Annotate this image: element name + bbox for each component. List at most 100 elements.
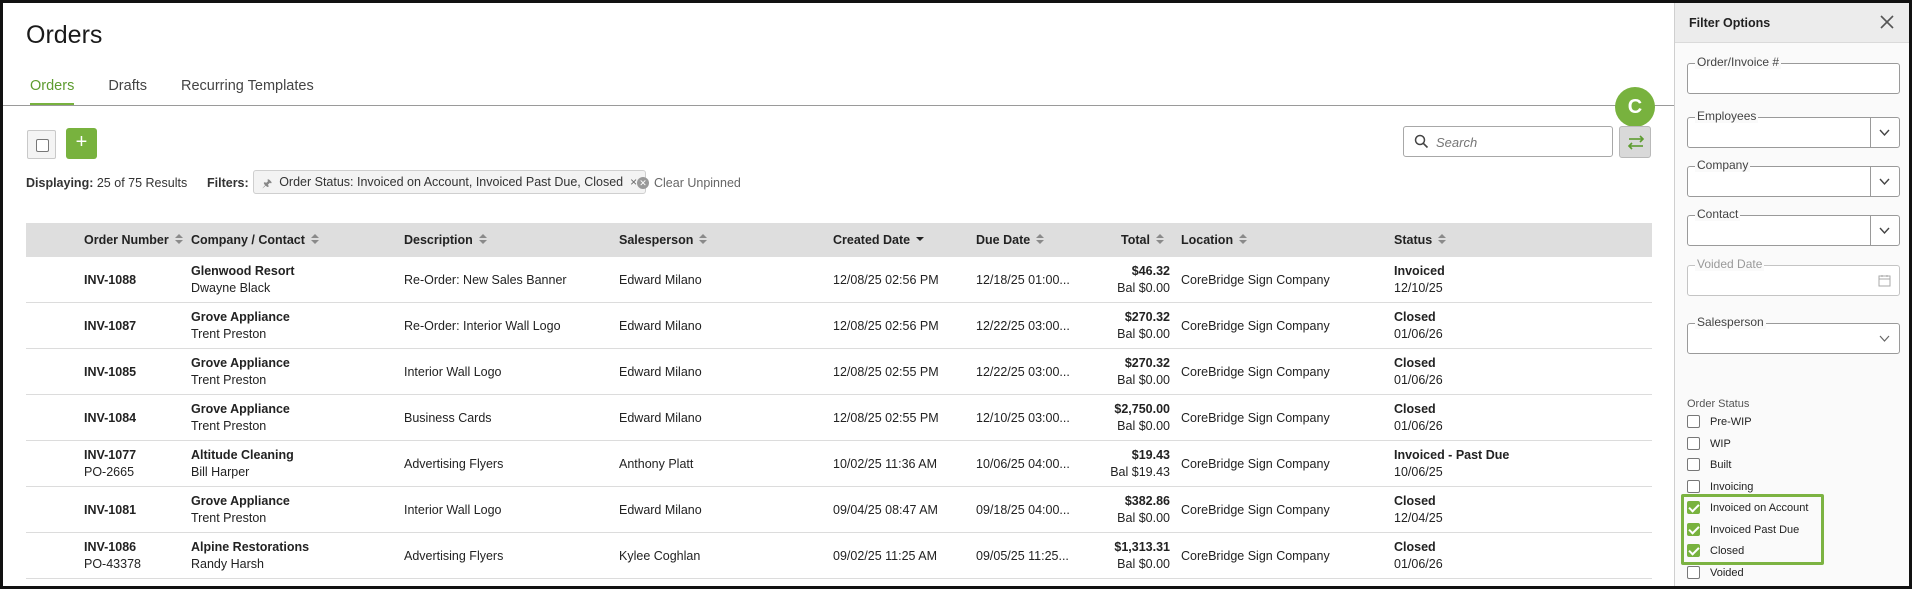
- filter-chip-label: Order Status: Invoiced on Account, Invoi…: [279, 175, 624, 189]
- due-date: 12/22/25 03:00...: [976, 319, 1070, 333]
- order-number: INV-1088: [84, 273, 137, 287]
- status: Closed: [1394, 310, 1436, 324]
- clear-unpinned-button[interactable]: ✕ Clear Unpinned: [637, 176, 741, 190]
- company-select[interactable]: Company: [1687, 158, 1900, 197]
- table-row[interactable]: INV-1085 Grove Appliance Trent Preston Inte…: [26, 349, 1652, 395]
- created-date: 12/08/25 02:55 PM: [833, 365, 939, 379]
- order-status-label: Invoicing: [1710, 480, 1754, 493]
- checkbox-icon[interactable]: [1687, 480, 1700, 493]
- checkbox-checked-icon[interactable]: [1687, 501, 1700, 514]
- order-status-option[interactable]: Invoiced on Account: [1687, 501, 1808, 514]
- order-status-option[interactable]: Closed: [1687, 544, 1744, 557]
- description: Advertising Flyers: [404, 457, 504, 471]
- order-status-label: Built: [1710, 458, 1732, 471]
- tab-recurring-templates[interactable]: Recurring Templates: [181, 78, 314, 94]
- status-date: 10/06/25: [1394, 465, 1443, 479]
- created-date: 10/02/25 11:36 AM: [833, 457, 938, 471]
- chevron-down-icon[interactable]: [1879, 176, 1890, 187]
- checkbox-icon[interactable]: [1687, 415, 1700, 428]
- table-row[interactable]: INV-1084 Grove Appliance Trent Preston Busi…: [26, 395, 1652, 441]
- search-input-wrapper[interactable]: [1403, 126, 1613, 157]
- close-icon[interactable]: [1879, 14, 1895, 30]
- order-status-option[interactable]: Built: [1687, 458, 1731, 471]
- column-company-contact[interactable]: Company / Contact: [191, 233, 319, 247]
- sort-icon: [699, 234, 708, 245]
- due-date: 12/22/25 03:00...: [976, 365, 1070, 379]
- column-total[interactable]: Total: [1121, 233, 1164, 247]
- chevron-down-icon[interactable]: [1879, 127, 1890, 138]
- clear-unpinned-label: Clear Unpinned: [654, 176, 741, 190]
- column-due-date[interactable]: Due Date: [976, 233, 1045, 247]
- table-row[interactable]: INV-1077 PO-2665 Altitude Cleaning Bill Har…: [26, 441, 1652, 487]
- salesperson: Edward Milano: [619, 503, 702, 517]
- created-date: 09/04/25 08:47 AM: [833, 503, 938, 517]
- salesperson-select[interactable]: Salesperson: [1687, 315, 1900, 354]
- search-input[interactable]: [1436, 132, 1606, 152]
- balance-amount: Bal $0.00: [1117, 327, 1170, 341]
- balance-amount: Bal $0.00: [1117, 281, 1170, 295]
- chip-remove-icon[interactable]: ×: [630, 175, 638, 189]
- order-invoice-field[interactable]: Order/Invoice #: [1687, 55, 1900, 94]
- step-badge: C: [1615, 87, 1655, 127]
- order-status-option[interactable]: Invoicing: [1687, 480, 1753, 493]
- checkbox-icon[interactable]: [1687, 437, 1700, 450]
- order-status-option[interactable]: Voided: [1687, 566, 1744, 579]
- chevron-down-icon[interactable]: [1879, 225, 1890, 236]
- description: Advertising Flyers: [404, 549, 504, 563]
- filter-chip-order-status[interactable]: 🖈︎ Order Status: Invoiced on Account, In…: [253, 170, 647, 194]
- select-all-checkbox[interactable]: [27, 130, 56, 159]
- status-date: 12/10/25: [1394, 281, 1443, 295]
- salesperson: Edward Milano: [619, 365, 702, 379]
- table-row[interactable]: INV-1081 Grove Appliance Trent Preston Inte…: [26, 487, 1652, 533]
- checkbox-checked-icon[interactable]: [1687, 544, 1700, 557]
- tab-orders[interactable]: Orders: [30, 78, 75, 106]
- contact-name: Trent Preston: [191, 511, 267, 525]
- contact-label: Contact: [1695, 207, 1741, 221]
- pin-icon[interactable]: 🖈︎: [262, 178, 273, 190]
- table-row[interactable]: INV-1086 PO-43378 Alpine Restorations Randy…: [26, 533, 1652, 579]
- created-date: 12/08/25 02:56 PM: [833, 319, 939, 333]
- checkbox-checked-icon[interactable]: [1687, 523, 1700, 536]
- column-salesperson[interactable]: Salesperson: [619, 233, 708, 247]
- table-row[interactable]: INV-1088 Glenwood Resort Dwayne Black Re-Or…: [26, 257, 1652, 303]
- filter-toggle-button[interactable]: [1619, 126, 1651, 158]
- order-status-option[interactable]: Invoiced Past Due: [1687, 523, 1799, 536]
- sort-icon: [1239, 234, 1248, 245]
- column-description[interactable]: Description: [404, 233, 487, 247]
- company-name: Alpine Restorations: [191, 540, 310, 554]
- add-order-button[interactable]: +: [66, 128, 97, 159]
- column-location[interactable]: Location: [1181, 233, 1248, 247]
- company-label: Company: [1695, 158, 1751, 172]
- status-date: 12/04/25: [1394, 511, 1443, 525]
- table-row[interactable]: INV-1087 Grove Appliance Trent Preston Re-O…: [26, 303, 1652, 349]
- divider: [1870, 216, 1871, 245]
- order-status-label: Pre-WIP: [1710, 415, 1752, 428]
- company-name: Grove Appliance: [191, 402, 290, 416]
- checkbox-icon[interactable]: [1687, 566, 1700, 579]
- filters-label: Filters:: [207, 176, 249, 190]
- balance-amount: Bal $0.00: [1117, 419, 1170, 433]
- voided-date-field[interactable]: Voided Date: [1687, 257, 1900, 296]
- total-amount: $46.32: [1131, 264, 1170, 278]
- tab-bar: Orders Drafts Recurring Templates: [30, 78, 348, 106]
- orders-table: Order Number Company / Contact Descripti…: [26, 223, 1652, 579]
- checkbox-icon[interactable]: [1687, 458, 1700, 471]
- sort-icon: [1155, 234, 1164, 245]
- status-date: 01/06/26: [1394, 557, 1443, 571]
- chevron-down-icon[interactable]: [1879, 333, 1890, 344]
- column-order-number[interactable]: Order Number: [84, 233, 183, 247]
- status: Closed: [1394, 356, 1436, 370]
- salesperson: Edward Milano: [619, 411, 702, 425]
- order-status-option[interactable]: WIP: [1687, 437, 1731, 450]
- order-status-option[interactable]: Pre-WIP: [1687, 415, 1752, 428]
- status: Closed: [1394, 494, 1436, 508]
- employees-select[interactable]: Employees: [1687, 109, 1900, 148]
- salesperson: Anthony Platt: [619, 457, 694, 471]
- tab-drafts[interactable]: Drafts: [108, 78, 147, 94]
- location: CoreBridge Sign Company: [1181, 365, 1330, 379]
- calendar-icon[interactable]: [1878, 274, 1891, 287]
- column-status[interactable]: Status: [1394, 233, 1447, 247]
- column-created-date[interactable]: Created Date: [833, 233, 925, 247]
- description: Interior Wall Logo: [404, 365, 502, 379]
- contact-select[interactable]: Contact: [1687, 207, 1900, 246]
